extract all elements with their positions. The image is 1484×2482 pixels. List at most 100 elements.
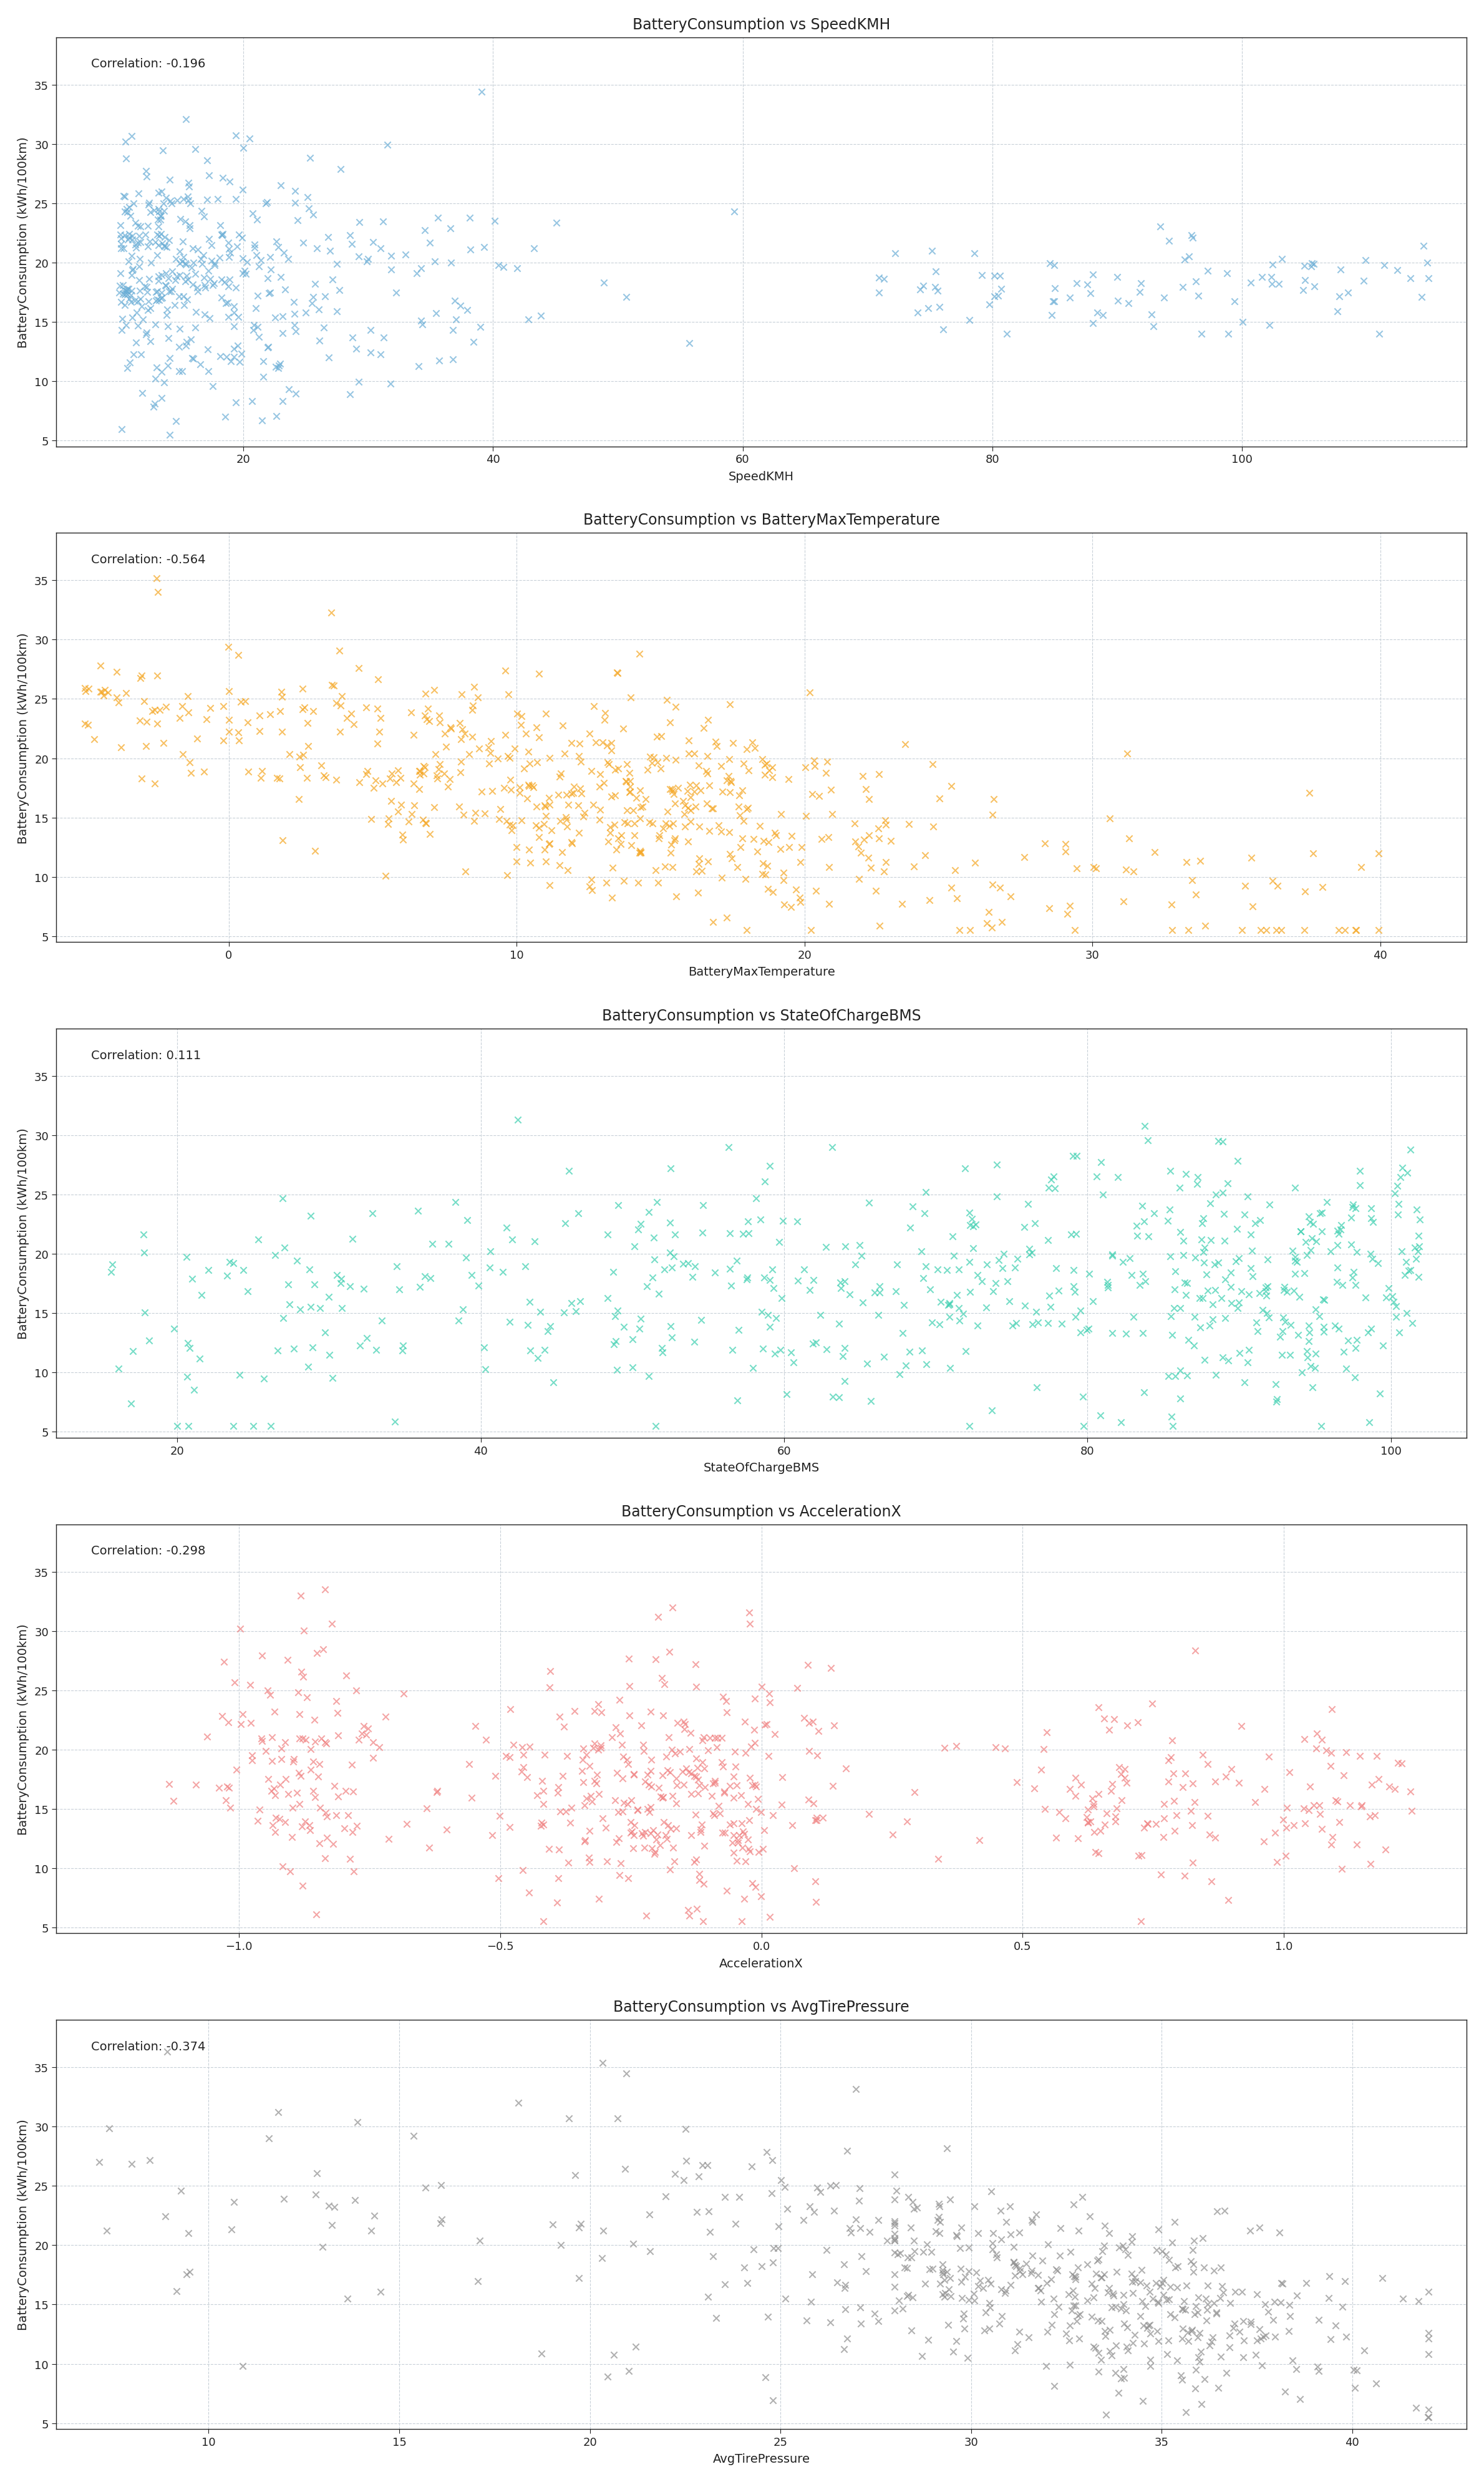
Point [174, 323, 197, 362]
Point [1135, 1119, 1159, 1159]
Point [1199, 1862, 1223, 1901]
Point [1196, 1745, 1220, 1785]
Point [283, 375, 307, 414]
Point [603, 1780, 626, 1819]
Point [1103, 1700, 1126, 1740]
Point [988, 256, 1012, 295]
Point [1217, 2316, 1241, 2355]
Point [494, 650, 518, 690]
Point [301, 1772, 325, 1812]
Point [552, 735, 576, 774]
Point [138, 323, 162, 362]
Point [718, 772, 742, 812]
Point [687, 1765, 711, 1804]
Point [659, 1149, 683, 1189]
Point [1086, 2353, 1110, 2393]
Point [230, 2345, 254, 2385]
Point [283, 184, 307, 223]
Point [165, 2271, 188, 2311]
Point [743, 1678, 767, 1718]
Point [178, 742, 202, 782]
Point [199, 241, 223, 280]
Point [272, 1298, 295, 1338]
Point [145, 236, 169, 276]
Point [168, 231, 191, 271]
Point [1094, 2206, 1117, 2246]
Point [107, 1350, 131, 1390]
Point [307, 290, 331, 330]
Point [659, 1849, 683, 1889]
Point [600, 879, 623, 918]
Point [1079, 273, 1103, 313]
Point [997, 2187, 1021, 2226]
Point [1294, 1221, 1318, 1261]
Point [733, 859, 757, 898]
Point [806, 1735, 830, 1775]
Point [1367, 834, 1391, 874]
Point [249, 1723, 273, 1762]
Point [1158, 2278, 1181, 2318]
Point [736, 1785, 760, 1824]
Point [730, 1827, 754, 1866]
Point [99, 1253, 123, 1293]
Point [531, 1785, 555, 1824]
Point [601, 849, 625, 889]
Point [1129, 1901, 1153, 1941]
Point [638, 2231, 662, 2271]
Point [202, 263, 226, 303]
Point [1046, 2251, 1070, 2291]
Point [1063, 2276, 1086, 2316]
Point [703, 722, 727, 762]
Point [573, 1822, 597, 1862]
Point [646, 1181, 669, 1221]
Point [304, 228, 328, 268]
Point [288, 1720, 312, 1760]
Point [671, 782, 695, 822]
Point [736, 752, 760, 792]
Point [663, 822, 687, 861]
Point [677, 822, 700, 861]
Point [1042, 2278, 1066, 2318]
Point [134, 727, 157, 767]
Point [792, 1698, 816, 1737]
Point [978, 2288, 1002, 2328]
Point [1281, 1231, 1304, 1271]
Point [448, 285, 472, 325]
Point [1215, 2353, 1239, 2393]
Point [1284, 1241, 1307, 1281]
Point [1208, 2278, 1232, 2318]
Point [303, 263, 326, 303]
Point [583, 1693, 607, 1732]
Point [384, 1246, 408, 1286]
Point [721, 722, 745, 762]
Point [1220, 1750, 1244, 1790]
Point [493, 715, 516, 755]
Point [1064, 1757, 1088, 1797]
Point [589, 1725, 613, 1765]
Point [1155, 2234, 1178, 2274]
Point [1058, 2306, 1082, 2345]
Point [899, 2206, 923, 2246]
Point [1343, 1358, 1367, 1397]
Point [579, 752, 603, 792]
Point [788, 879, 812, 918]
Point [663, 1216, 687, 1256]
Point [450, 742, 473, 782]
Point [108, 216, 132, 256]
Point [1272, 1266, 1296, 1306]
Point [132, 1214, 156, 1253]
Point [165, 241, 188, 280]
Point [251, 1636, 275, 1675]
Point [743, 1765, 767, 1804]
Point [423, 787, 447, 827]
Point [478, 735, 502, 774]
Point [128, 700, 151, 740]
Point [668, 1732, 692, 1772]
Point [1174, 1755, 1198, 1794]
Point [1293, 1253, 1316, 1293]
Point [643, 737, 666, 777]
Point [242, 228, 266, 268]
Point [785, 1668, 809, 1708]
Point [1183, 1239, 1206, 1278]
Point [867, 1296, 890, 1335]
